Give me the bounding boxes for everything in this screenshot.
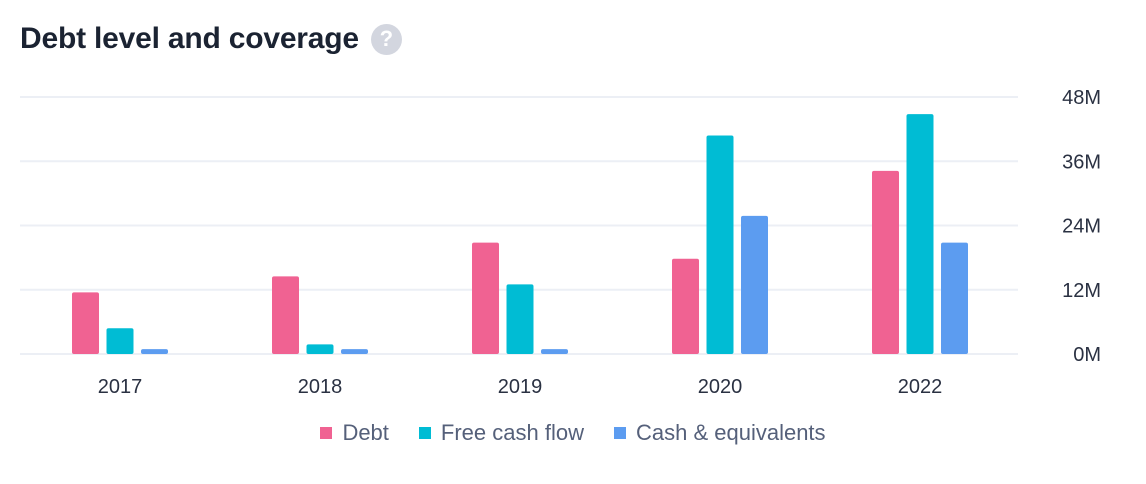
- bar-free-cash-flow-2018: [306, 344, 334, 354]
- legend-swatch-debt: [320, 427, 333, 439]
- x-tick-label: 2020: [698, 376, 743, 398]
- bar-free-cash-flow-2020: [706, 135, 734, 354]
- legend-item-debt[interactable]: Debt: [320, 420, 389, 446]
- legend-item-free-cash-flow[interactable]: Free cash flow: [418, 420, 584, 446]
- x-tick-label: 2022: [898, 376, 943, 398]
- bar-cash-equivalents-2019: [541, 349, 568, 354]
- legend-item-cash-equivalents[interactable]: Cash & equivalents: [613, 420, 826, 446]
- y-tick-label: 48M: [1062, 87, 1101, 109]
- legend-swatch-free-cash-flow: [418, 427, 431, 439]
- bar-free-cash-flow-2022: [906, 114, 934, 354]
- chart-title: Debt level and coverage: [20, 22, 359, 55]
- bar-free-cash-flow-2019: [506, 284, 534, 354]
- bar-cash-equivalents-2018: [341, 349, 368, 354]
- x-tick-label: 2018: [298, 376, 343, 398]
- y-tick-label: 36M: [1062, 151, 1101, 173]
- bar-chart: 0M 12M 24M 36M 48M 2017 2018 2019 2020 2022: [20, 87, 1101, 398]
- bar-debt-2022: [872, 170, 899, 354]
- bar-debt-2018: [272, 276, 299, 354]
- bar-cash-equivalents-2020: [741, 215, 768, 354]
- legend-label-cash-equivalents: Cash & equivalents: [635, 420, 826, 445]
- legend-swatch-cash-equivalents: [613, 427, 626, 439]
- legend-label-debt: Debt: [342, 420, 389, 445]
- bar-free-cash-flow-2017: [106, 328, 134, 354]
- y-tick-label: 12M: [1062, 280, 1101, 302]
- y-tick-label: 0M: [1073, 344, 1101, 366]
- x-tick-label: 2019: [498, 376, 543, 398]
- x-tick-label: 2017: [98, 376, 143, 398]
- help-icon[interactable]: ?: [370, 23, 402, 55]
- legend-label-free-cash-flow: Free cash flow: [440, 420, 584, 445]
- bar-debt-2019: [472, 242, 499, 354]
- legend: Debt Free cash flow Cash & equivalents: [0, 420, 1146, 446]
- bar-cash-equivalents-2022: [941, 242, 968, 354]
- bar-debt-2017: [72, 292, 99, 354]
- y-tick-label: 24M: [1062, 216, 1101, 238]
- bar-debt-2020: [672, 258, 699, 354]
- bar-cash-equivalents-2017: [141, 349, 168, 354]
- chart-header: Debt level and coverage ?: [20, 22, 402, 56]
